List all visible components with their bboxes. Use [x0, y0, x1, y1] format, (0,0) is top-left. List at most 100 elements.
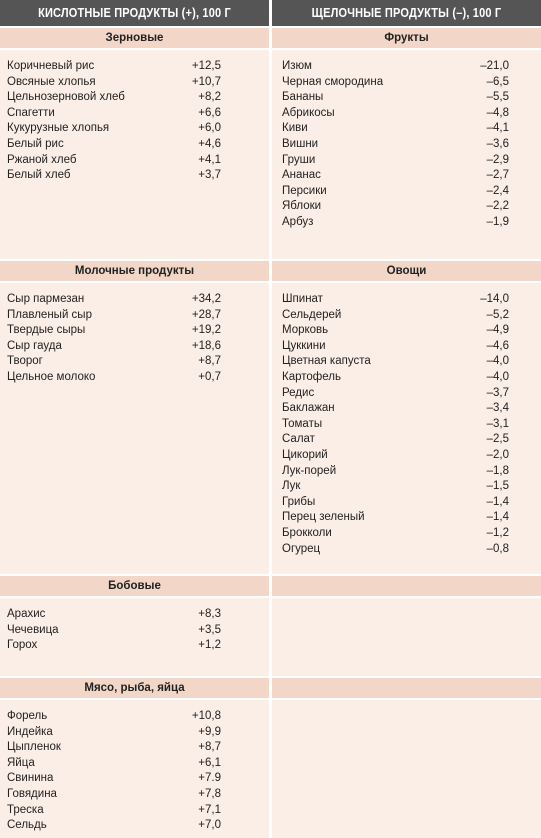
food-value: +7.9: [198, 772, 221, 785]
list-item: Сельдь +7,0: [0, 818, 269, 834]
section-title: Бобовые: [0, 574, 269, 598]
food-name: Яйца: [7, 756, 35, 769]
food-name: Белый рис: [7, 137, 64, 150]
food-value: +18,6: [191, 339, 221, 352]
list-item: Грибы –1,4: [272, 495, 541, 511]
food-name: Белый хлеб: [7, 169, 71, 182]
food-name: Морковь: [282, 324, 329, 337]
food-value: +10,7: [191, 75, 221, 88]
food-value: +7,1: [198, 803, 221, 816]
list-item: Свинина +7.9: [0, 771, 269, 787]
list-item: Персики –2,4: [272, 184, 541, 200]
food-value: –2,4: [486, 184, 509, 197]
list-item: Арахис +8,3: [0, 607, 269, 623]
food-name: Арахис: [7, 608, 46, 620]
list-item: Морковь –4,9: [272, 323, 541, 339]
food-name: Сыр гауда: [7, 339, 62, 352]
list-item: Индейка +9,9: [0, 725, 269, 741]
list-item: Цельнозерновой хлеб +8,2: [0, 90, 269, 106]
list-item: Говядина +7,8: [0, 787, 269, 803]
food-name: Огурец: [282, 542, 321, 555]
food-value: +6,6: [198, 106, 221, 119]
food-value: +7,8: [198, 787, 221, 800]
section: Зерновые Коричневый рис +12,5 Овсяные хлопь…: [0, 26, 269, 259]
food-name: Бананы: [282, 91, 324, 104]
list-item: Брокколи –1,2: [272, 526, 541, 542]
list-item: Арбуз –1,9: [272, 215, 541, 231]
food-name: Киви: [282, 122, 308, 135]
list-item: Груши –2,9: [272, 153, 541, 169]
food-value: –1,2: [486, 526, 509, 539]
list-item: Изюм –21,0: [272, 59, 541, 75]
food-value: +8,7: [198, 355, 221, 368]
food-value: –0,8: [486, 542, 509, 555]
food-name: Творог: [7, 355, 43, 368]
list-item: Яйца +6,1: [0, 756, 269, 772]
food-value: –6,5: [486, 75, 509, 88]
food-value: –1,8: [486, 464, 509, 477]
list-item: Лук-порей –1,8: [272, 464, 541, 480]
food-value: –4,1: [486, 122, 509, 135]
food-value: –4,0: [486, 370, 509, 383]
food-name: Овсяные хлопья: [7, 75, 96, 88]
food-name: Картофель: [282, 370, 341, 383]
list-item: Яблоки –2,2: [272, 199, 541, 215]
food-name: Грибы: [282, 495, 316, 508]
food-name: Цикорий: [282, 448, 328, 461]
food-name: Сельдь: [7, 819, 47, 832]
food-value: +6,1: [198, 756, 221, 769]
list-item: Ржаной хлеб +4,1: [0, 153, 269, 169]
section: Фрукты Изюм –21,0 Черная смородина –6,5 Банан…: [272, 26, 541, 259]
list-item: Баклажан –3,4: [272, 401, 541, 417]
section: [272, 676, 541, 713]
food-name: Горох: [7, 639, 38, 652]
food-value: +8,3: [198, 608, 221, 620]
food-name: Томаты: [282, 417, 323, 430]
list-item: Цельное молоко +0,7: [0, 370, 269, 386]
food-value: +28,7: [191, 308, 221, 321]
food-name: Индейка: [7, 725, 53, 738]
food-value: +1,2: [198, 639, 221, 652]
food-value: –1,4: [486, 511, 509, 524]
list-item: Цыпленок +8,7: [0, 740, 269, 756]
section-body: Сыр пармезан +34,2 Плавленый сыр +28,7 Тверд…: [0, 283, 269, 574]
food-value: –4,9: [486, 324, 509, 337]
alkaline-header: ЩЕЛОЧНЫЕ ПРОДУКТЫ (–), 100 Г: [311, 6, 502, 20]
food-name: Груши: [282, 153, 316, 166]
list-item: Спагетти +6,6: [0, 106, 269, 122]
header-divider: [269, 0, 272, 26]
food-name: Черная смородина: [282, 75, 384, 88]
food-value: +34,2: [191, 293, 221, 305]
food-name: Цыпленок: [7, 741, 61, 754]
food-value: –3,4: [486, 402, 509, 415]
food-name: Цельнозерновой хлеб: [7, 91, 125, 104]
table-header: КИСЛОТНЫЕ ПРОДУКТЫ (+), 100 Г ЩЕЛОЧНЫЕ П…: [0, 0, 541, 26]
list-item: Редис –3,7: [272, 386, 541, 402]
food-value: –3,7: [486, 386, 509, 399]
food-name: Яблоки: [282, 200, 322, 213]
list-item: Твердые сыры +19,2: [0, 323, 269, 339]
list-item: Цикорий –2,0: [272, 448, 541, 464]
food-name: Изюм: [282, 60, 312, 72]
food-value: –5,2: [486, 308, 509, 321]
list-item: Белый хлеб +3,7: [0, 168, 269, 184]
list-item: Форель +10,8: [0, 709, 269, 725]
section-body: Коричневый рис +12,5 Овсяные хлопья +10,7 Це…: [0, 50, 269, 259]
section-body: Форель +10,8 Индейка +9,9 Цыпленок +8,7 Яйца +6…: [0, 700, 269, 838]
food-value: +3,7: [198, 169, 221, 182]
column-divider: [269, 26, 272, 838]
food-name: Цуккини: [282, 339, 326, 352]
list-item: Томаты –3,1: [272, 417, 541, 433]
food-value: +0,7: [198, 370, 221, 383]
food-value: –3,6: [486, 137, 509, 150]
section: Мясо, рыба, яйца Форель +10,8 Индейка +9,9 Цы…: [0, 676, 269, 838]
food-value: +8,2: [198, 91, 221, 104]
food-name: Абрикосы: [282, 106, 335, 119]
alkaline-column: Фрукты Изюм –21,0 Черная смородина –6,5 Банан…: [272, 26, 541, 838]
food-value: –2,9: [486, 153, 509, 166]
food-value: –14,0: [480, 293, 509, 305]
list-item: Цуккини –4,6: [272, 339, 541, 355]
food-value: +3,5: [198, 623, 221, 636]
food-name: Цветная капуста: [282, 355, 371, 368]
